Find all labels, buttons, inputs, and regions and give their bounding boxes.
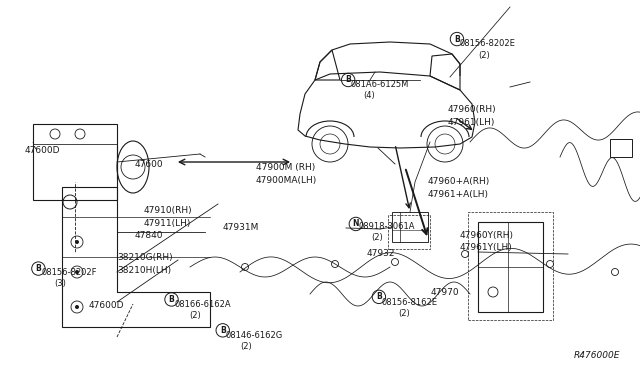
Text: 47600D: 47600D: [24, 146, 60, 155]
Text: B: B: [169, 295, 174, 304]
Text: (4): (4): [364, 92, 375, 100]
Text: 08146-6162G: 08146-6162G: [225, 331, 282, 340]
Text: B: B: [454, 35, 460, 44]
Text: 47910(RH): 47910(RH): [144, 206, 193, 215]
Text: 47932: 47932: [366, 249, 395, 258]
Text: 47600: 47600: [134, 160, 163, 169]
Bar: [392, 212, 428, 242]
Circle shape: [75, 240, 79, 244]
Bar: [478, 222, 543, 312]
Text: 08156-8162E: 08156-8162E: [381, 298, 438, 307]
Text: 47970: 47970: [430, 288, 459, 297]
Text: 47840: 47840: [134, 231, 163, 240]
Text: B: B: [220, 326, 225, 335]
Text: R476000E: R476000E: [573, 351, 620, 360]
Text: 08156-8202E: 08156-8202E: [460, 39, 515, 48]
Circle shape: [75, 270, 79, 274]
Text: 38210G(RH): 38210G(RH): [117, 253, 173, 262]
Text: 47960+A(RH): 47960+A(RH): [428, 177, 490, 186]
Text: B: B: [346, 76, 351, 84]
Bar: [468, 212, 553, 320]
Text: (2): (2): [240, 342, 252, 351]
Text: 47960Y(RH): 47960Y(RH): [460, 231, 513, 240]
Text: (2): (2): [479, 51, 490, 60]
Text: 47961(LH): 47961(LH): [448, 118, 495, 126]
Circle shape: [75, 305, 79, 309]
Text: 47960(RH): 47960(RH): [448, 105, 497, 114]
Bar: [388, 215, 430, 249]
Bar: [610, 139, 632, 157]
Text: B: B: [376, 292, 381, 301]
Text: 47931M: 47931M: [223, 223, 259, 232]
Text: 47900M (RH): 47900M (RH): [256, 163, 316, 172]
Text: (2): (2): [189, 311, 200, 320]
Text: 08156-8202F: 08156-8202F: [42, 268, 97, 277]
Text: (2): (2): [398, 309, 410, 318]
Text: 47600D: 47600D: [88, 301, 124, 310]
Text: B: B: [36, 264, 41, 273]
Text: (3): (3): [54, 279, 67, 288]
Text: 47911(LH): 47911(LH): [144, 219, 191, 228]
Text: 081A6-6125M: 081A6-6125M: [351, 80, 409, 89]
Text: 38210H(LH): 38210H(LH): [117, 266, 172, 275]
Text: 47961+A(LH): 47961+A(LH): [428, 190, 488, 199]
Text: 08918-3061A: 08918-3061A: [358, 222, 415, 231]
Text: (2): (2): [371, 233, 383, 242]
Bar: [33, 124, 117, 200]
Text: 08166-6162A: 08166-6162A: [174, 300, 230, 309]
Text: 47900MA(LH): 47900MA(LH): [256, 176, 317, 185]
Text: 47961Y(LH): 47961Y(LH): [460, 243, 512, 252]
Text: N: N: [353, 219, 359, 228]
